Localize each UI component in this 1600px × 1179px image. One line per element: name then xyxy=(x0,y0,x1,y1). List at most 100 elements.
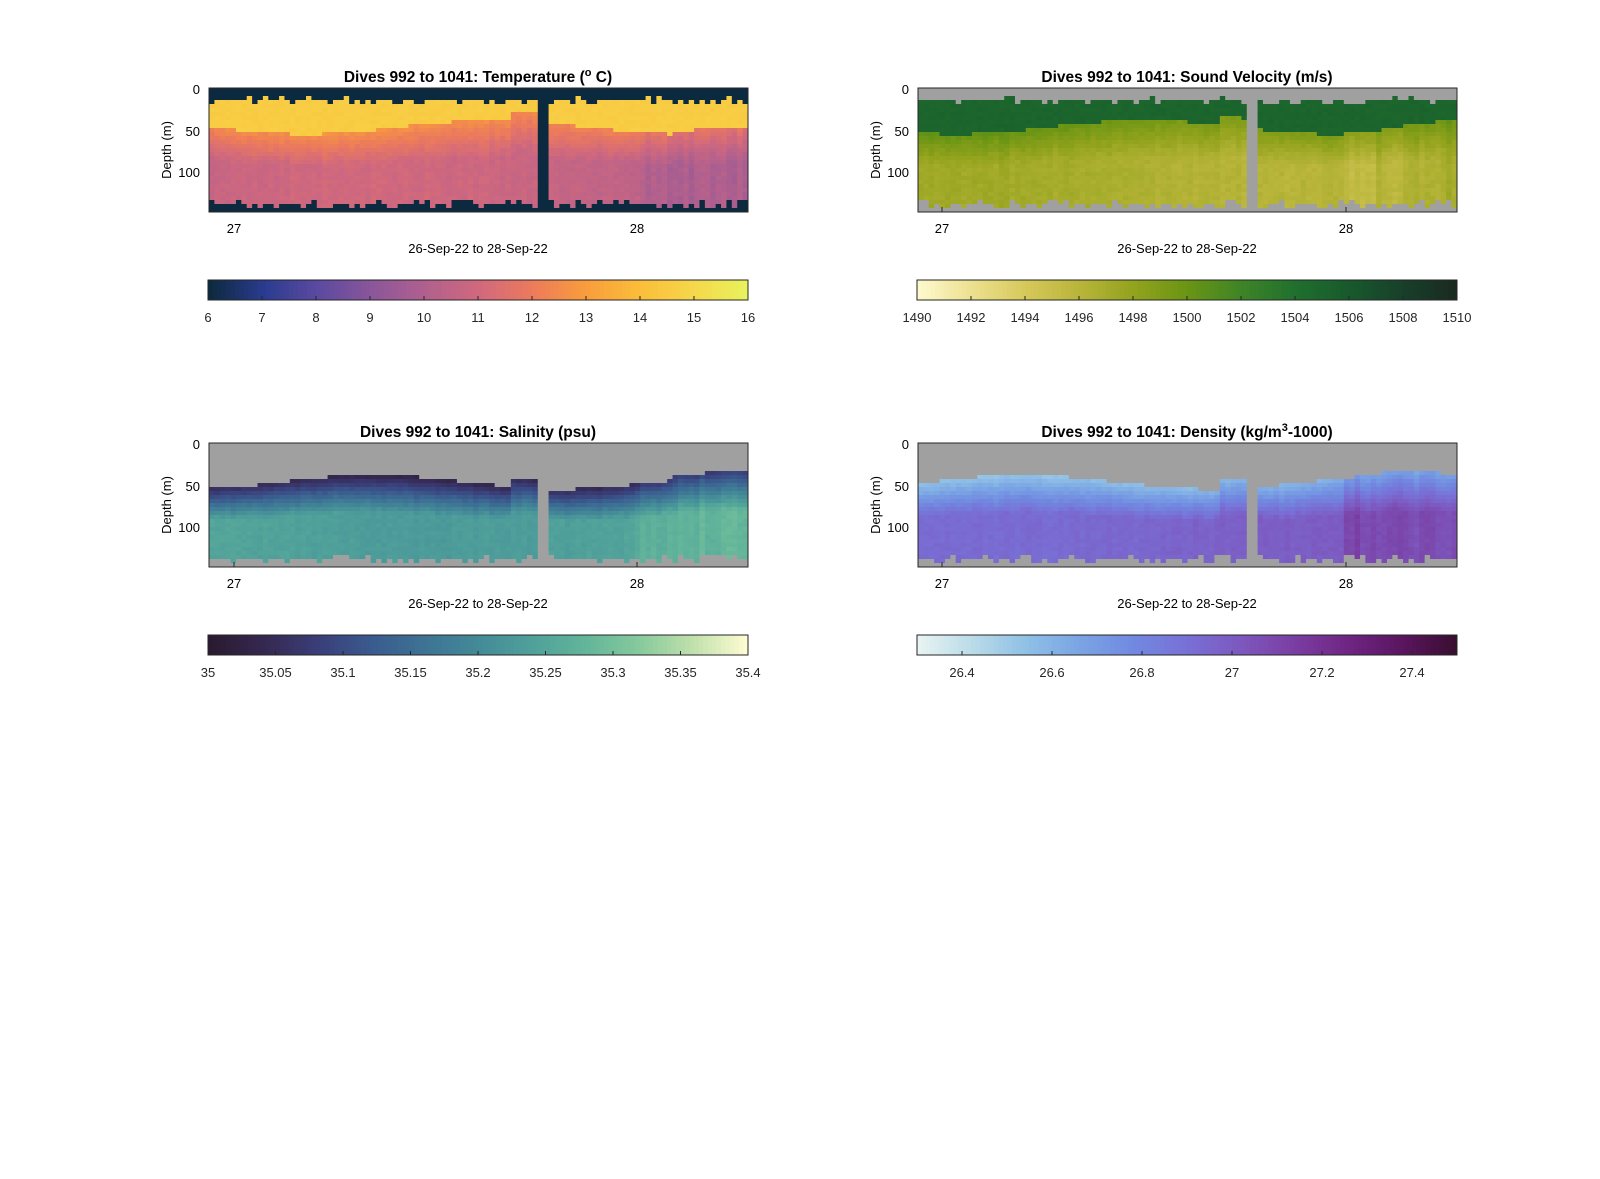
heatmap-cell xyxy=(262,116,269,121)
heatmap-cell xyxy=(332,156,339,161)
heatmap-cell xyxy=(451,152,458,157)
heatmap-cell xyxy=(1025,180,1032,185)
heatmap-cell xyxy=(279,92,285,97)
heatmap-cell xyxy=(742,116,749,121)
heatmap-cell xyxy=(284,96,291,101)
heatmap-cell xyxy=(955,100,962,105)
heatmap-cell xyxy=(1155,156,1161,161)
heatmap-cell xyxy=(694,180,700,185)
heatmap-cell xyxy=(521,152,528,157)
heatmap-cell xyxy=(1036,164,1043,169)
heatmap-cell xyxy=(510,200,517,205)
heatmap-cell xyxy=(332,168,339,173)
heatmap-cell xyxy=(446,124,452,129)
heatmap-cell xyxy=(613,176,620,181)
heatmap-cell xyxy=(1149,180,1156,185)
colorbar-swatch xyxy=(370,280,375,300)
heatmap-cell xyxy=(961,204,967,209)
heatmap-cell xyxy=(977,200,984,205)
heatmap-cell xyxy=(516,180,523,185)
heatmap-cell xyxy=(575,88,582,93)
heatmap-cell xyxy=(483,180,490,185)
heatmap-cell xyxy=(219,100,226,105)
heatmap-cell xyxy=(408,108,415,113)
heatmap-cell xyxy=(1171,88,1178,93)
heatmap-cell xyxy=(645,140,652,145)
heatmap-cell xyxy=(316,116,323,121)
colorbar-swatch xyxy=(635,280,641,300)
heatmap-cell xyxy=(650,112,657,117)
heatmap-cell xyxy=(429,124,436,129)
heatmap-cell xyxy=(241,160,248,165)
heatmap-cell xyxy=(950,100,957,105)
heatmap-cell xyxy=(505,184,512,189)
heatmap-cell xyxy=(1004,132,1011,137)
heatmap-cell xyxy=(1122,136,1129,141)
heatmap-cell xyxy=(1182,128,1188,133)
heatmap-cell xyxy=(939,152,946,157)
heatmap-cell xyxy=(1009,200,1016,205)
heatmap-cell xyxy=(688,144,695,149)
heatmap-cell xyxy=(354,96,361,101)
heatmap-cell xyxy=(1079,104,1086,109)
heatmap-cell xyxy=(311,192,318,197)
heatmap-cell xyxy=(219,128,226,133)
heatmap-cell xyxy=(918,136,924,141)
heatmap-cell xyxy=(1063,128,1070,133)
heatmap-cell xyxy=(435,108,442,113)
heatmap-cell xyxy=(1004,156,1011,161)
heatmap-cell xyxy=(1031,92,1037,97)
heatmap-cell xyxy=(586,192,593,197)
heatmap-cell xyxy=(553,140,560,145)
heatmap-cell xyxy=(998,92,1005,97)
heatmap-cell xyxy=(704,112,711,117)
heatmap-cell xyxy=(928,164,935,169)
heatmap-cell xyxy=(1128,180,1134,185)
heatmap-cell xyxy=(392,176,399,181)
heatmap-cell xyxy=(726,120,733,125)
heatmap-cell xyxy=(613,148,620,153)
heatmap-cell xyxy=(322,124,328,129)
heatmap-cell xyxy=(510,164,517,169)
heatmap-cell xyxy=(1176,180,1183,185)
heatmap-cell xyxy=(273,156,280,161)
heatmap-cell xyxy=(1079,208,1086,213)
heatmap-cell xyxy=(553,168,560,173)
heatmap-cell xyxy=(478,188,485,193)
heatmap-cell xyxy=(268,172,275,177)
heatmap-cell xyxy=(381,96,388,101)
heatmap-cell xyxy=(1171,204,1178,209)
heatmap-cell xyxy=(1187,104,1194,109)
heatmap-cell xyxy=(650,152,657,157)
heatmap-cell xyxy=(1031,100,1037,105)
heatmap-cell xyxy=(1009,120,1016,125)
heatmap-cell xyxy=(1138,200,1145,205)
heatmap-cell xyxy=(597,100,603,105)
heatmap-cell xyxy=(1090,140,1097,145)
heatmap-cell xyxy=(1128,140,1134,145)
colorbar-swatch xyxy=(262,280,267,300)
heatmap-cell xyxy=(516,108,523,113)
heatmap-cell xyxy=(284,144,291,149)
heatmap-cell xyxy=(1052,128,1059,133)
heatmap-cell xyxy=(993,116,1000,121)
heatmap-cell xyxy=(365,92,372,97)
heatmap-cell xyxy=(456,136,463,141)
heatmap-cell xyxy=(650,200,657,205)
heatmap-cell xyxy=(1133,168,1140,173)
heatmap-cell xyxy=(553,124,560,129)
heatmap-cell xyxy=(704,92,711,97)
heatmap-cell xyxy=(386,180,393,185)
heatmap-cell xyxy=(467,148,474,153)
heatmap-cell xyxy=(1160,120,1167,125)
heatmap-cell xyxy=(607,172,614,177)
heatmap-cell xyxy=(677,184,684,189)
heatmap-cell xyxy=(322,92,328,97)
heatmap-cell xyxy=(998,156,1005,161)
heatmap-cell xyxy=(279,124,285,129)
heatmap-cell xyxy=(1052,112,1059,117)
heatmap-cell xyxy=(483,176,490,181)
heatmap-cell xyxy=(408,104,415,109)
heatmap-cell xyxy=(311,180,318,185)
heatmap-cell xyxy=(1138,108,1145,113)
